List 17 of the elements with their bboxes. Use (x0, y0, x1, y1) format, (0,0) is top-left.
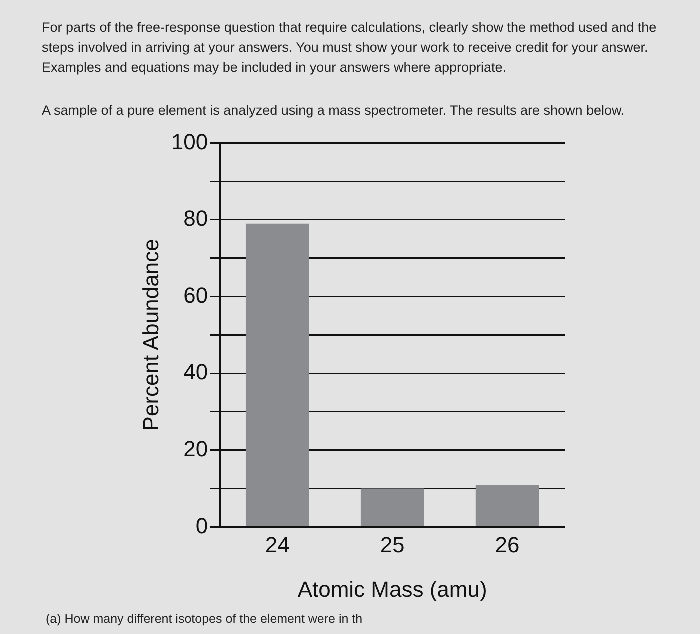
bar (476, 484, 540, 526)
text: For parts of the free-response question that require calculations, clearly show the method used and the steps involved in arriving at your answers. You must show your work to receive credit for your answer. Examples and equations may be included in your answers where appropriate. (42, 19, 658, 77)
x-tick-label: 25 (380, 532, 405, 558)
y-tick-label: 80 (184, 206, 208, 232)
y-tick-label: 100 (171, 129, 208, 154)
y-tick-label: 0 (196, 513, 208, 538)
text: (a) How many different isotopes of the element were in th (46, 612, 363, 626)
x-tick-label: 26 (495, 532, 520, 558)
y-tick-label: 20 (184, 436, 208, 462)
text: A sample of a pure element is analyzed using a mass spectrometer. The results are shown below. (42, 103, 626, 118)
x-tick-label: 24 (265, 532, 290, 558)
x-axis-title: Atomic Mass (amu) (298, 576, 488, 602)
y-tick-label: 60 (184, 282, 208, 308)
bar (360, 488, 424, 526)
bar (246, 224, 310, 526)
y-axis-title: Percent Abundance (138, 239, 164, 432)
y-tick-label: 40 (184, 360, 208, 385)
